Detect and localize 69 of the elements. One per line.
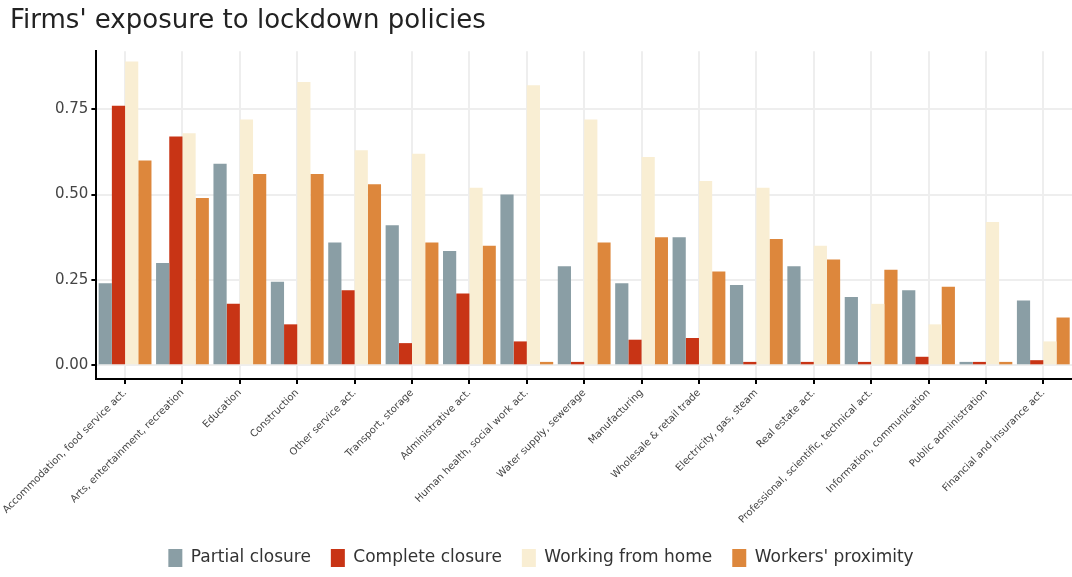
bar (654, 237, 668, 365)
bar (557, 266, 571, 365)
bar (941, 286, 955, 365)
bar (1043, 341, 1057, 365)
bar (513, 341, 527, 365)
bar (253, 174, 267, 365)
chart-title: Firms' exposure to lockdown policies (10, 4, 486, 35)
bar (310, 174, 324, 365)
bar (1056, 317, 1070, 365)
bar (756, 187, 770, 365)
bar (526, 85, 540, 365)
y-tick-label: 0.00 (54, 355, 89, 374)
bar (195, 198, 209, 365)
bar (826, 259, 841, 365)
bar (341, 290, 355, 365)
bar (182, 133, 196, 365)
bar (482, 245, 496, 365)
y-tick-label: 0.25 (54, 269, 89, 288)
bar (787, 266, 801, 365)
bar (813, 245, 827, 365)
bar (226, 303, 240, 365)
bar (615, 283, 629, 365)
bar (425, 242, 439, 365)
bar (902, 290, 916, 365)
bar (284, 324, 298, 365)
bar (469, 187, 483, 365)
bar (769, 238, 783, 365)
bar (672, 237, 686, 365)
bar (98, 283, 112, 365)
bar (213, 163, 227, 365)
y-tick-label: 0.75 (54, 99, 89, 118)
bar (398, 343, 413, 365)
legend-label: Complete closure (353, 546, 502, 567)
bar (597, 242, 611, 365)
bar (156, 262, 170, 365)
bar (844, 297, 858, 365)
bar (685, 338, 699, 365)
bar (928, 324, 942, 365)
bar (871, 303, 885, 365)
bar (239, 119, 254, 365)
legend-label: Partial closure (190, 546, 311, 567)
bar (698, 180, 713, 365)
bar (270, 281, 285, 365)
bar (1030, 360, 1044, 365)
bar (354, 150, 368, 365)
legend-label: Workers' proximity (754, 546, 914, 567)
bar (641, 157, 655, 365)
bar (1016, 300, 1031, 365)
bar (385, 225, 399, 365)
bar (367, 184, 382, 365)
bar (138, 160, 152, 365)
y-tick-label: 0.50 (54, 184, 89, 203)
bar (412, 153, 426, 365)
bar (125, 61, 139, 365)
bar (628, 339, 642, 365)
bar (443, 250, 457, 365)
bar (729, 285, 744, 365)
bar (985, 221, 1000, 365)
bar (328, 242, 342, 365)
bar (456, 293, 470, 365)
bar (884, 269, 898, 365)
legend-label: Working from home (544, 546, 713, 567)
bar (915, 356, 929, 365)
bar (297, 81, 311, 365)
bar (169, 136, 183, 365)
bar (712, 271, 726, 365)
bar (584, 119, 598, 365)
bar (500, 194, 514, 365)
bar (111, 105, 126, 365)
